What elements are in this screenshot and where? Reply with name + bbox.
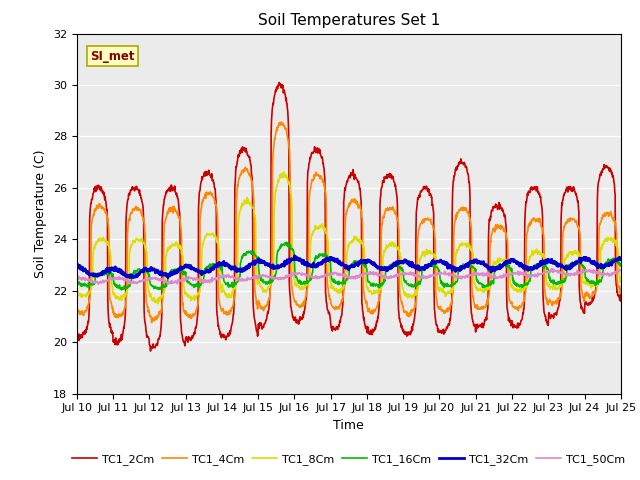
TC1_4Cm bbox=[617, 286, 625, 291]
TC1_2Cm bbox=[195, 300, 202, 306]
TC1_8Cm bbox=[73, 285, 81, 291]
Line: TC1_32Cm: TC1_32Cm bbox=[77, 256, 621, 278]
TC1_32Cm bbox=[73, 264, 81, 269]
TC1_32Cm bbox=[255, 256, 263, 262]
TC1_8Cm bbox=[255, 278, 263, 284]
TC1_50Cm bbox=[547, 266, 555, 272]
TC1_16Cm bbox=[505, 262, 513, 268]
TC1_4Cm bbox=[505, 293, 513, 299]
TC1_16Cm bbox=[255, 270, 263, 276]
TC1_4Cm bbox=[553, 300, 561, 305]
TC1_2Cm bbox=[275, 80, 283, 85]
Text: SI_met: SI_met bbox=[90, 50, 135, 63]
TC1_32Cm bbox=[434, 258, 442, 264]
TC1_4Cm bbox=[255, 301, 263, 307]
TC1_50Cm bbox=[617, 267, 625, 273]
TC1_16Cm bbox=[181, 271, 189, 277]
Line: TC1_50Cm: TC1_50Cm bbox=[77, 269, 621, 284]
TC1_4Cm bbox=[195, 301, 202, 307]
TC1_16Cm bbox=[617, 262, 625, 267]
TC1_16Cm bbox=[553, 281, 561, 287]
TC1_32Cm bbox=[505, 258, 513, 264]
TC1_8Cm bbox=[553, 286, 561, 291]
TC1_32Cm bbox=[291, 253, 298, 259]
Legend: TC1_2Cm, TC1_4Cm, TC1_8Cm, TC1_16Cm, TC1_32Cm, TC1_50Cm: TC1_2Cm, TC1_4Cm, TC1_8Cm, TC1_16Cm, TC1… bbox=[68, 450, 630, 469]
TC1_8Cm bbox=[195, 292, 202, 298]
TC1_50Cm bbox=[255, 274, 263, 280]
Line: TC1_16Cm: TC1_16Cm bbox=[77, 242, 621, 290]
TC1_50Cm bbox=[195, 276, 202, 282]
TC1_16Cm bbox=[73, 275, 81, 281]
Line: TC1_8Cm: TC1_8Cm bbox=[77, 172, 621, 304]
TC1_8Cm bbox=[434, 284, 442, 290]
TC1_32Cm bbox=[164, 275, 172, 281]
TC1_4Cm bbox=[434, 305, 442, 311]
TC1_2Cm bbox=[147, 348, 154, 354]
TC1_32Cm bbox=[617, 256, 625, 262]
TC1_4Cm bbox=[181, 308, 189, 313]
TC1_50Cm bbox=[434, 271, 442, 276]
TC1_2Cm bbox=[73, 333, 81, 339]
TC1_2Cm bbox=[553, 310, 561, 315]
Line: TC1_2Cm: TC1_2Cm bbox=[77, 83, 621, 351]
Line: TC1_4Cm: TC1_4Cm bbox=[77, 122, 621, 323]
TC1_32Cm bbox=[553, 262, 561, 268]
TC1_4Cm bbox=[148, 320, 156, 325]
TC1_2Cm bbox=[434, 329, 442, 335]
TC1_8Cm bbox=[280, 169, 287, 175]
TC1_8Cm bbox=[617, 274, 625, 280]
TC1_32Cm bbox=[181, 264, 189, 270]
TC1_16Cm bbox=[282, 240, 290, 245]
TC1_8Cm bbox=[505, 262, 513, 268]
TC1_4Cm bbox=[73, 309, 81, 314]
TC1_2Cm bbox=[255, 325, 263, 331]
Y-axis label: Soil Temperature (C): Soil Temperature (C) bbox=[35, 149, 47, 278]
TC1_8Cm bbox=[181, 289, 189, 295]
TC1_32Cm bbox=[195, 268, 202, 274]
X-axis label: Time: Time bbox=[333, 419, 364, 432]
Title: Soil Temperatures Set 1: Soil Temperatures Set 1 bbox=[258, 13, 440, 28]
TC1_16Cm bbox=[434, 265, 442, 271]
TC1_50Cm bbox=[505, 272, 513, 278]
TC1_8Cm bbox=[154, 301, 162, 307]
TC1_2Cm bbox=[505, 314, 513, 320]
TC1_50Cm bbox=[95, 281, 102, 287]
TC1_16Cm bbox=[195, 281, 202, 287]
TC1_50Cm bbox=[73, 276, 81, 282]
TC1_2Cm bbox=[181, 343, 189, 349]
TC1_16Cm bbox=[118, 287, 125, 293]
TC1_4Cm bbox=[278, 119, 285, 125]
TC1_2Cm bbox=[617, 287, 625, 292]
TC1_50Cm bbox=[181, 277, 189, 283]
TC1_50Cm bbox=[553, 267, 561, 273]
